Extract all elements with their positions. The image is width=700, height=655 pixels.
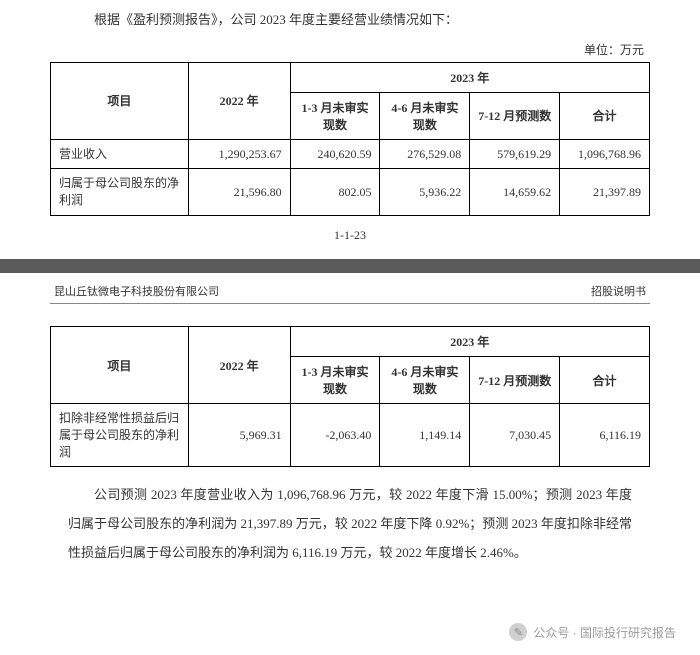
cell: 276,529.08 bbox=[380, 139, 470, 169]
page-top: 根据《盈利预测报告》，公司 2023 年度主要经营业绩情况如下： 单位：万元 项… bbox=[0, 0, 700, 259]
th-sub1: 1-3 月未审实现数 bbox=[290, 357, 380, 404]
cell: 1,290,253.67 bbox=[188, 139, 290, 169]
row-label: 归属于母公司股东的净利润 bbox=[51, 169, 189, 216]
th-2022: 2022 年 bbox=[188, 327, 290, 404]
watermark: ✎ 公众号 · 国际投行研究报告 bbox=[509, 623, 676, 641]
cell: 21,397.89 bbox=[560, 169, 650, 216]
th-item: 项目 bbox=[51, 62, 189, 139]
th-sub2: 4-6 月未审实现数 bbox=[380, 357, 470, 404]
cell: -2,063.40 bbox=[290, 404, 380, 467]
watermark-text: 公众号 · 国际投行研究报告 bbox=[533, 624, 676, 641]
header-doc-type: 招股说明书 bbox=[591, 283, 646, 299]
cell: 5,969.31 bbox=[188, 404, 290, 467]
cell: 14,659.62 bbox=[470, 169, 560, 216]
cell: 21,596.80 bbox=[188, 169, 290, 216]
wechat-icon: ✎ bbox=[509, 623, 527, 641]
cell: 6,116.19 bbox=[560, 404, 650, 467]
page-number: 1-1-23 bbox=[50, 228, 650, 243]
page-gap bbox=[0, 259, 700, 273]
th-2023: 2023 年 bbox=[290, 62, 649, 92]
th-total: 合计 bbox=[560, 357, 650, 404]
page-bottom: 昆山丘钛微电子科技股份有限公司 招股说明书 项目 2022 年 2023 年 1… bbox=[0, 273, 700, 583]
th-sub2: 4-6 月未审实现数 bbox=[380, 92, 470, 139]
header-company: 昆山丘钛微电子科技股份有限公司 bbox=[54, 283, 219, 299]
cell: 5,936.22 bbox=[380, 169, 470, 216]
table-row: 营业收入 1,290,253.67 240,620.59 276,529.08 … bbox=[51, 139, 650, 169]
cell: 802.05 bbox=[290, 169, 380, 216]
cell: 240,620.59 bbox=[290, 139, 380, 169]
row-label: 扣除非经常性损益后归属于母公司股东的净利润 bbox=[51, 404, 189, 467]
cell: 579,619.29 bbox=[470, 139, 560, 169]
th-sub3: 7-12 月预测数 bbox=[470, 357, 560, 404]
table-1: 项目 2022 年 2023 年 1-3 月未审实现数 4-6 月未审实现数 7… bbox=[50, 62, 650, 216]
th-sub1: 1-3 月未审实现数 bbox=[290, 92, 380, 139]
th-item: 项目 bbox=[51, 327, 189, 404]
th-total: 合计 bbox=[560, 92, 650, 139]
table-row: 归属于母公司股东的净利润 21,596.80 802.05 5,936.22 1… bbox=[51, 169, 650, 216]
table-2: 项目 2022 年 2023 年 1-3 月未审实现数 4-6 月未审实现数 7… bbox=[50, 326, 650, 467]
th-2023: 2023 年 bbox=[290, 327, 649, 357]
intro-text: 根据《盈利预测报告》，公司 2023 年度主要经营业绩情况如下： bbox=[50, 8, 650, 33]
body-paragraph: 公司预测 2023 年度营业收入为 1,096,768.96 万元，较 2022… bbox=[50, 481, 650, 567]
th-sub3: 7-12 月预测数 bbox=[470, 92, 560, 139]
table-row: 扣除非经常性损益后归属于母公司股东的净利润 5,969.31 -2,063.40… bbox=[51, 404, 650, 467]
row-label: 营业收入 bbox=[51, 139, 189, 169]
cell: 1,149.14 bbox=[380, 404, 470, 467]
unit-label: 单位：万元 bbox=[50, 41, 650, 58]
th-2022: 2022 年 bbox=[188, 62, 290, 139]
page-header: 昆山丘钛微电子科技股份有限公司 招股说明书 bbox=[50, 273, 650, 304]
cell: 7,030.45 bbox=[470, 404, 560, 467]
cell: 1,096,768.96 bbox=[560, 139, 650, 169]
